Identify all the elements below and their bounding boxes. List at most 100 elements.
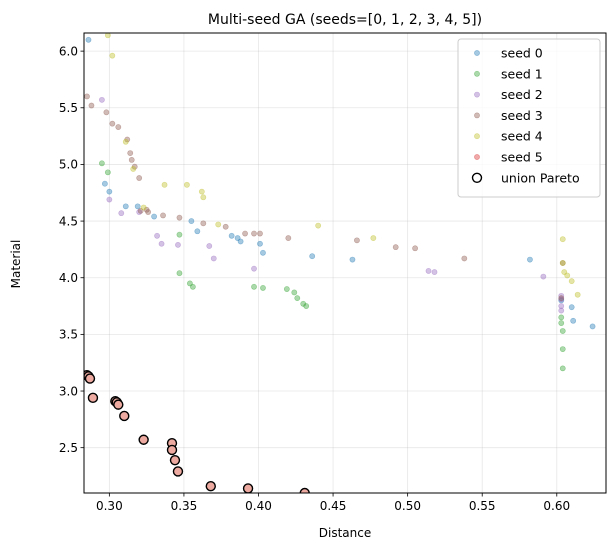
- legend-label: seed 5: [501, 150, 543, 165]
- data-point: [222, 223, 229, 230]
- x-tick-label: 0.40: [245, 499, 272, 513]
- pareto-point: [299, 487, 310, 493]
- x-tick-label: 0.35: [171, 499, 198, 513]
- data-point: [564, 272, 571, 279]
- data-point: [559, 346, 566, 353]
- data-point: [128, 156, 135, 163]
- data-point: [354, 237, 360, 244]
- data-point: [309, 253, 316, 260]
- data-point: [136, 175, 143, 181]
- pareto-point: [119, 410, 130, 422]
- data-point: [568, 304, 575, 311]
- data-point: [176, 214, 183, 221]
- data-point: [104, 33, 111, 39]
- data-point: [143, 206, 150, 213]
- data-point: [559, 260, 566, 266]
- data-point: [109, 52, 116, 59]
- data-point: [315, 222, 322, 229]
- y-tick-label: 5.5: [59, 101, 78, 115]
- y-tick-label: 2.5: [59, 441, 78, 455]
- y-tick-label: 4.5: [59, 214, 78, 228]
- data-point: [558, 303, 565, 309]
- data-point: [194, 228, 201, 235]
- legend-label: seed 3: [501, 108, 543, 123]
- legend-label: seed 0: [501, 46, 543, 61]
- data-point: [558, 320, 565, 326]
- data-point: [234, 235, 241, 241]
- data-point: [558, 314, 565, 321]
- data-point: [160, 212, 166, 219]
- series-2: [98, 96, 565, 314]
- x-tick-label: 0.45: [320, 499, 347, 513]
- data-point: [558, 296, 565, 303]
- data-point: [136, 209, 143, 215]
- data-point: [251, 265, 257, 272]
- legend: seed 0 seed 1 seed 2 seed 3 seed 4 seed 5 unio…: [457, 38, 601, 198]
- legend-marker: [474, 154, 480, 160]
- legend-label: union Pareto: [501, 170, 580, 185]
- axes-frame: [83, 32, 607, 494]
- data-point: [558, 297, 565, 304]
- pareto-point: [242, 483, 254, 493]
- data-point: [461, 255, 468, 262]
- data-point: [176, 270, 183, 277]
- data-point: [559, 328, 566, 334]
- data-point: [158, 240, 165, 247]
- y-tick-label: 3.0: [59, 384, 78, 398]
- data-point: [349, 256, 356, 263]
- data-point: [106, 188, 113, 195]
- data-point: [215, 221, 222, 228]
- data-point: [122, 138, 129, 145]
- legend-marker: [471, 172, 483, 184]
- data-point: [200, 194, 207, 201]
- data-point: [559, 236, 566, 243]
- y-axis-label: Material: [9, 240, 23, 289]
- data-point: [558, 307, 565, 314]
- data-point: [98, 160, 105, 167]
- data-point: [568, 278, 575, 285]
- data-point: [228, 232, 235, 239]
- pareto-point: [138, 434, 149, 445]
- data-point: [106, 196, 113, 203]
- data-point: [154, 232, 160, 239]
- data-point: [300, 300, 307, 307]
- x-tick-label: 0.55: [469, 499, 496, 513]
- data-point: [189, 283, 196, 290]
- data-point: [127, 150, 134, 156]
- data-point: [101, 180, 108, 187]
- x-tick-label: 0.30: [96, 499, 123, 513]
- data-point: [574, 291, 581, 298]
- legend-label: seed 1: [501, 66, 543, 81]
- legend-marker: [474, 112, 480, 119]
- data-point: [242, 230, 248, 237]
- data-point: [176, 231, 183, 238]
- data-point: [103, 109, 110, 116]
- data-point: [124, 136, 131, 143]
- legend-marker: [474, 133, 480, 140]
- data-point: [558, 295, 565, 302]
- data-point: [118, 210, 125, 217]
- data-point: [186, 280, 193, 287]
- data-point: [237, 238, 244, 245]
- legend-label: seed 4: [501, 129, 543, 144]
- data-point: [412, 245, 418, 252]
- data-point: [131, 163, 138, 170]
- legend-marker: [474, 70, 480, 77]
- y-tick-label: 5.0: [59, 158, 78, 172]
- data-point: [285, 235, 292, 241]
- data-point: [257, 230, 263, 237]
- data-point: [294, 295, 301, 302]
- data-point: [122, 203, 129, 210]
- data-point: [137, 207, 144, 214]
- plot-area: [84, 33, 596, 493]
- data-point: [200, 220, 207, 227]
- data-point: [210, 255, 217, 262]
- data-point: [206, 243, 213, 249]
- pareto-series: [84, 369, 310, 493]
- data-point: [589, 323, 596, 330]
- data-point: [188, 218, 195, 224]
- pareto-point: [113, 399, 124, 410]
- data-point: [291, 289, 298, 296]
- data-point: [540, 273, 547, 280]
